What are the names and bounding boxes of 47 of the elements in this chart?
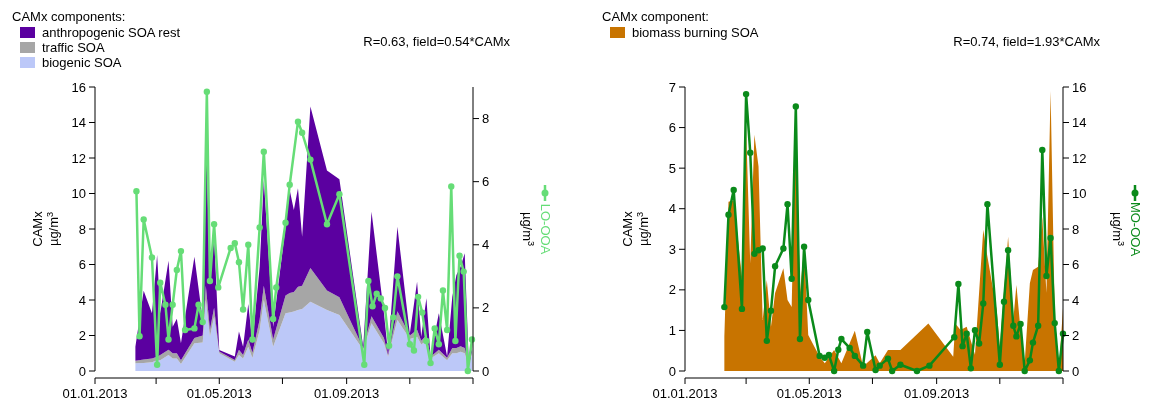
x-tick-label: 01.05.2013: [776, 386, 842, 401]
legend-title: CAMx components:: [12, 9, 126, 24]
y-tick-label: 0: [668, 363, 676, 379]
y2-tick-label: 2: [482, 300, 490, 316]
y-tick-label: 0: [78, 363, 86, 379]
text: LO-OOA: [538, 203, 553, 255]
legend-title: CAMx component:: [602, 9, 709, 24]
y-tick-label: 7: [668, 79, 676, 95]
y2-tick-label: 0: [482, 363, 490, 379]
y2-tick-label: 0: [1072, 363, 1080, 379]
y-tick-label: 8: [78, 221, 86, 237]
y2-tick-label: 8: [1072, 221, 1080, 237]
y-tick-label: 4: [78, 292, 86, 308]
y2-tick-label: 6: [482, 174, 490, 190]
y-tick-label: 16: [71, 79, 86, 95]
y2-tick-label: 2: [1072, 328, 1080, 343]
y-tick-label: 10: [71, 186, 86, 201]
text: R=0.63, field=0.54*CAMx: [363, 34, 511, 49]
y2-tick-label: 12: [1072, 150, 1087, 166]
y-tick-label: 3: [668, 241, 676, 257]
x-tick-label: 01.09.2013: [314, 386, 380, 401]
x-tick-label: 01.05.2013: [186, 386, 252, 401]
y-tick-label: 1: [668, 322, 676, 338]
y-tick-label: 14: [71, 115, 86, 130]
y-tick-label: 4: [668, 201, 676, 217]
y-tick-label: 2: [668, 282, 676, 298]
y-tick-label: 6: [78, 257, 86, 272]
legend-label: anthropogenic SOA rest: [42, 25, 181, 40]
y-tick-label: 2: [78, 328, 86, 343]
y2-tick-label: 4: [482, 237, 490, 253]
text: MO-OOA: [1128, 201, 1143, 257]
y2-tick-label: 6: [1072, 257, 1080, 272]
x-tick-label: 01.01.2013: [62, 386, 128, 401]
legend-label: biogenic SOA: [42, 55, 122, 70]
y-tick-label: 6: [668, 120, 676, 136]
x-tick-label: 01.09.2013: [904, 386, 970, 401]
y-tick-label: 5: [668, 160, 676, 176]
legend-label: biomass burning SOA: [632, 25, 759, 40]
y-tick-label: 12: [71, 150, 86, 166]
y2-tick-label: 16: [1072, 79, 1087, 95]
legend-label: traffic SOA: [42, 40, 105, 55]
y2-tick-label: 10: [1072, 186, 1087, 201]
x-tick-label: 01.01.2013: [652, 386, 718, 401]
y2-tick-label: 4: [1072, 292, 1080, 308]
y2-tick-label: 8: [482, 111, 490, 127]
text: R=0.74, field=1.93*CAMx: [953, 34, 1101, 49]
y2-tick-label: 14: [1072, 115, 1087, 130]
